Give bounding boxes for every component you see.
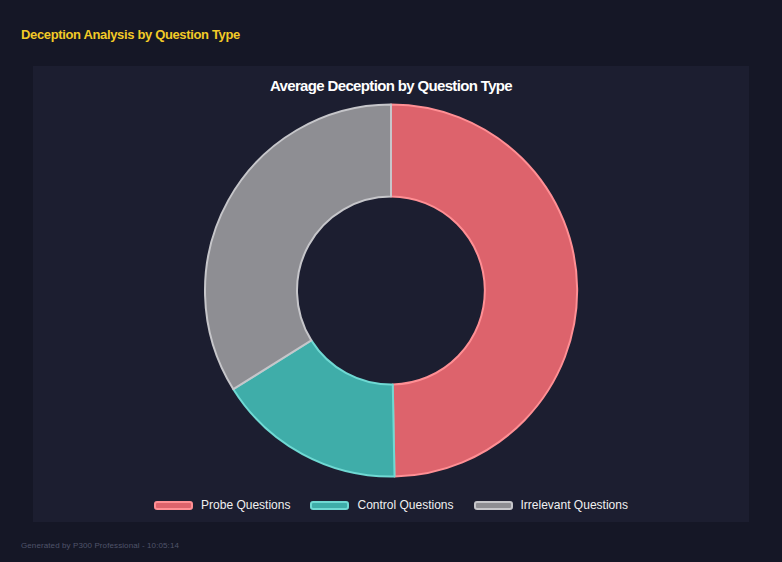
chart-panel: Average Deception by Question Type Probe…	[33, 66, 749, 522]
chart-legend: Probe Questions Control Questions Irrele…	[33, 498, 749, 512]
legend-item-control-questions[interactable]: Control Questions	[310, 498, 453, 512]
legend-swatch-control	[310, 501, 349, 510]
legend-label: Probe Questions	[201, 498, 290, 512]
legend-swatch-probe	[154, 501, 193, 510]
legend-swatch-irrelevant	[474, 501, 513, 510]
legend-label: Irrelevant Questions	[521, 498, 628, 512]
legend-item-irrelevant-questions[interactable]: Irrelevant Questions	[474, 498, 628, 512]
legend-label: Control Questions	[357, 498, 453, 512]
donut-chart	[33, 66, 749, 522]
donut-segment-probe-questions[interactable]	[391, 104, 577, 476]
legend-item-probe-questions[interactable]: Probe Questions	[154, 498, 290, 512]
footer-note: Generated by P300 Professional - 10:05:1…	[21, 541, 179, 550]
page-title: Deception Analysis by Question Type	[21, 27, 240, 42]
donut-segment-irrelevant-questions[interactable]	[205, 105, 391, 390]
